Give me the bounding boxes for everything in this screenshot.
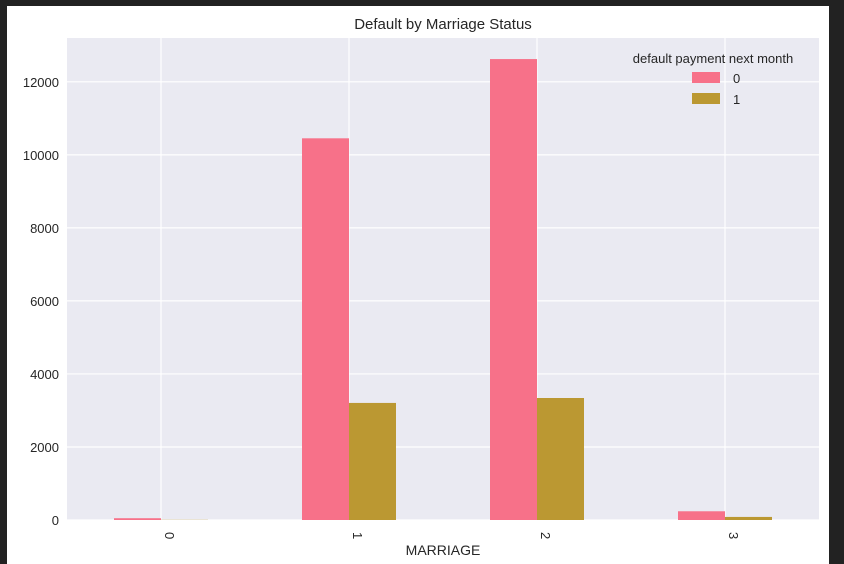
y-tick-label: 4000 — [30, 367, 59, 382]
plot-area — [67, 38, 819, 520]
legend-swatch-1 — [692, 93, 720, 104]
x-tick-label: 1 — [350, 532, 365, 539]
bar-2-series-1 — [537, 398, 584, 520]
bar-0-series-0 — [114, 518, 161, 520]
figure: 0 2000 4000 6000 8000 10000 12000 0 1 2 3 Default… — [7, 6, 829, 564]
legend-title: default payment next month — [633, 51, 793, 66]
bar-3-series-0 — [678, 511, 725, 520]
bars — [114, 59, 772, 520]
y-tick-label: 12000 — [23, 75, 59, 90]
x-axis: 0 1 2 3 — [162, 532, 741, 539]
x-tick-label: 0 — [162, 532, 177, 539]
y-axis: 0 2000 4000 6000 8000 10000 12000 — [23, 75, 59, 528]
legend-swatch-0 — [692, 72, 720, 83]
y-tick-label: 10000 — [23, 148, 59, 163]
x-tick-label: 3 — [726, 532, 741, 539]
legend: default payment next month 0 1 — [633, 51, 793, 107]
legend-label: 0 — [733, 71, 740, 86]
bar-3-series-1 — [725, 516, 772, 520]
x-axis-label: MARRIAGE — [406, 542, 481, 558]
bar-chart: 0 2000 4000 6000 8000 10000 12000 0 1 2 3 Default… — [23, 16, 819, 558]
bar-1-series-0 — [302, 138, 349, 520]
y-tick-label: 6000 — [30, 294, 59, 309]
legend-label: 1 — [733, 92, 740, 107]
bar-2-series-0 — [490, 59, 537, 520]
y-tick-label: 2000 — [30, 440, 59, 455]
y-tick-label: 0 — [52, 513, 59, 528]
y-tick-label: 8000 — [30, 221, 59, 236]
bar-1-series-1 — [349, 402, 396, 520]
chart-title: Default by Marriage Status — [354, 16, 532, 33]
x-tick-label: 2 — [538, 532, 553, 539]
